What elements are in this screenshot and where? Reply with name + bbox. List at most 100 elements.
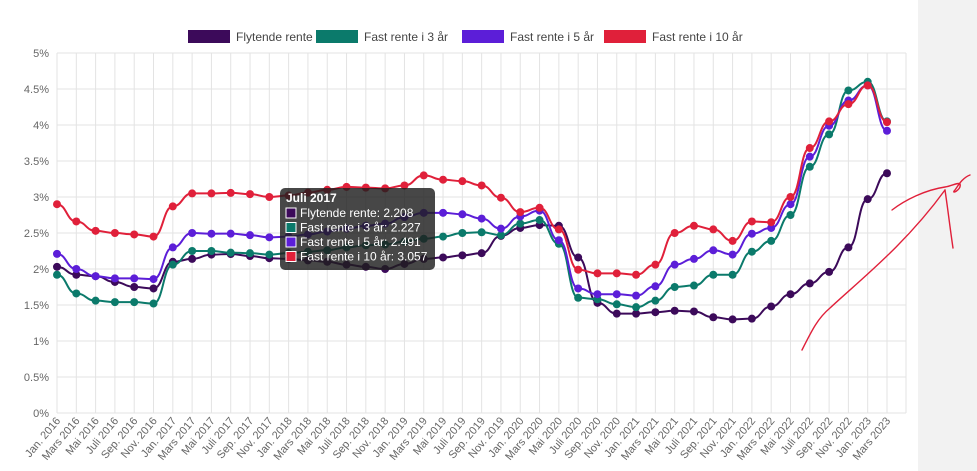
- y-tick-label: 0%: [33, 408, 49, 420]
- data-point: [91, 272, 100, 281]
- y-tick-label: 4.5%: [24, 84, 49, 96]
- data-point: [226, 248, 235, 257]
- data-point: [670, 229, 679, 237]
- data-point: [747, 247, 756, 256]
- data-point: [632, 309, 641, 318]
- data-point: [651, 282, 660, 291]
- data-point: [91, 296, 100, 305]
- data-point: [477, 228, 486, 237]
- data-point: [747, 217, 756, 226]
- data-point: [747, 314, 756, 323]
- data-point: [439, 208, 448, 217]
- data-point: [110, 229, 119, 237]
- y-tick-label: 1%: [33, 336, 49, 348]
- y-tick-label: 5%: [33, 48, 49, 60]
- data-point: [458, 229, 467, 237]
- data-point: [53, 249, 61, 258]
- data-point: [786, 211, 795, 219]
- data-point: [883, 126, 891, 135]
- data-point: [612, 300, 621, 309]
- tooltip-swatch-2: [285, 236, 297, 248]
- data-point: [72, 265, 81, 273]
- data-point: [149, 275, 158, 284]
- data-point: [168, 243, 177, 252]
- data-point: [439, 232, 448, 241]
- series-2: [53, 81, 891, 300]
- data-point: [632, 270, 641, 279]
- data-point: [767, 236, 776, 245]
- data-point: [825, 117, 834, 126]
- data-point: [246, 190, 255, 199]
- legend-swatch-3: [604, 30, 646, 43]
- data-point: [439, 253, 448, 262]
- data-point: [72, 289, 81, 298]
- series-layer: [53, 77, 891, 324]
- data-point: [149, 284, 158, 293]
- data-point: [207, 229, 216, 238]
- data-point: [670, 306, 679, 315]
- tooltip-title: Juli 2017: [286, 191, 337, 205]
- y-tick-label: 1.5%: [24, 300, 49, 312]
- data-point: [728, 236, 737, 245]
- tooltip-line-0: Flytende rente: 2.208: [300, 206, 414, 220]
- data-point: [516, 219, 525, 228]
- line-chart: Flytende rente Fast rente i 3 år Fast rent…: [23, 30, 907, 463]
- legend-label-3: Fast rente i 10 år: [652, 30, 743, 44]
- data-point: [188, 189, 197, 198]
- data-point: [149, 299, 158, 308]
- data-point: [188, 254, 197, 263]
- data-point: [689, 307, 698, 316]
- data-point: [207, 247, 216, 255]
- data-point: [651, 296, 660, 305]
- data-point: [535, 216, 544, 225]
- data-point: [477, 214, 486, 223]
- data-point: [593, 290, 602, 299]
- data-point: [72, 217, 81, 226]
- legend-label-0: Flytende rente: [236, 30, 313, 44]
- tooltip-line-3: Fast rente i 10 år: 3.057: [300, 250, 428, 264]
- legend-swatch-0: [188, 30, 230, 43]
- data-point: [805, 152, 814, 161]
- data-point: [825, 267, 834, 276]
- data-point: [728, 250, 737, 259]
- data-point: [863, 81, 872, 90]
- y-tick-label: 3%: [33, 192, 49, 204]
- tooltip-swatch-3: [285, 251, 297, 262]
- y-tick-label: 2.5%: [24, 228, 49, 240]
- data-point: [168, 260, 177, 269]
- y-tick-label: 2%: [33, 264, 49, 276]
- data-point: [110, 274, 119, 283]
- tooltip-swatch-0: [285, 207, 297, 219]
- data-point: [207, 189, 216, 198]
- legend-swatch-1: [316, 30, 358, 43]
- data-point: [689, 281, 698, 290]
- data-point: [786, 193, 795, 201]
- data-point: [612, 290, 621, 299]
- y-tick-label: 4%: [33, 120, 49, 132]
- data-point: [844, 86, 853, 95]
- data-point: [632, 303, 641, 312]
- data-point: [419, 171, 428, 180]
- data-point: [651, 308, 660, 317]
- data-point: [188, 229, 197, 237]
- legend-label-1: Fast rente i 3 år: [364, 30, 448, 44]
- data-point: [709, 313, 718, 322]
- data-point: [246, 249, 255, 258]
- data-point: [786, 200, 795, 209]
- data-point: [265, 250, 274, 259]
- y-tick-label: 0.5%: [24, 372, 49, 384]
- data-point: [574, 293, 583, 302]
- data-point: [458, 210, 467, 219]
- legend: Flytende rente Fast rente i 3 år Fast rent…: [188, 30, 743, 44]
- data-point: [612, 269, 621, 278]
- data-point: [477, 249, 486, 258]
- data-point: [883, 118, 891, 127]
- data-point: [632, 291, 641, 300]
- y-axis: 0% 0.5% 1% 1.5% 2% 2.5% 3% 3.5% 4% 4.5% 5%: [24, 48, 49, 420]
- data-point: [805, 279, 814, 288]
- data-point: [554, 225, 563, 234]
- data-point: [72, 270, 81, 279]
- data-point: [574, 253, 583, 262]
- data-point: [130, 283, 139, 291]
